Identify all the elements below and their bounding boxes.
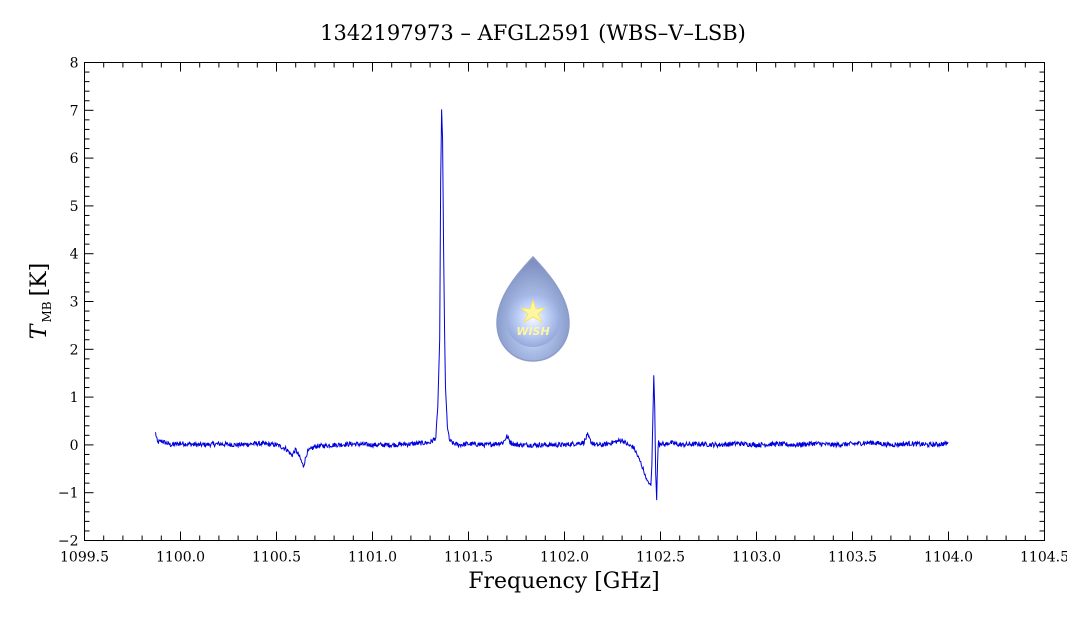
y-axis-label: TMB [K]	[27, 263, 54, 339]
x-tick-label: 1103.5	[828, 550, 877, 566]
y-tick-label: 7	[70, 103, 79, 119]
x-tick-label: 1104.5	[1020, 550, 1067, 566]
y-axis-label-main: T	[27, 322, 52, 339]
y-tick-label: −1	[58, 486, 79, 502]
y-tick-label: 8	[70, 56, 79, 72]
x-tick-label: 1099.5	[60, 550, 109, 566]
x-tick-label: 1104.0	[924, 550, 973, 566]
y-axis-label-sub: MB	[40, 301, 54, 322]
x-tick-label: 1103.0	[732, 550, 781, 566]
x-tick-label: 1102.5	[636, 550, 685, 566]
wish-logo-text: WISH	[516, 325, 549, 338]
x-tick-label: 1102.0	[540, 550, 589, 566]
y-tick-label: 1	[70, 390, 79, 406]
x-tick-label: 1100.5	[252, 550, 301, 566]
y-tick-label: 4	[70, 247, 79, 263]
y-tick-label: 0	[70, 438, 79, 454]
x-tick-label: 1101.0	[348, 550, 397, 566]
y-tick-label: 6	[70, 151, 79, 167]
series-group	[155, 109, 949, 501]
svg-text:TMB[K]: TMB [K]	[27, 263, 54, 339]
ticks	[84, 62, 1045, 541]
y-tick-label: −2	[58, 534, 79, 550]
spectrum-line	[155, 109, 949, 501]
chart-title: 1342197973 – AFGL2591 (WBS–V–LSB)	[320, 21, 746, 45]
y-tick-labels: −2 −1 0 1 2 3 4 5 6 7 8	[58, 56, 79, 550]
y-tick-label: 3	[70, 295, 79, 311]
y-tick-label: 5	[70, 199, 79, 215]
x-tick-label: 1101.5	[444, 550, 493, 566]
y-axis-label-unit: [K]	[27, 263, 52, 297]
wish-logo: WISH	[496, 255, 570, 362]
x-tick-labels: 1099.5 1100.0 1100.5 1101.0 1101.5 1102.0 1102…	[60, 550, 1067, 566]
x-tick-label: 1100.0	[156, 550, 205, 566]
y-tick-label: 2	[70, 342, 79, 358]
x-axis-label: Frequency [GHz]	[468, 569, 660, 594]
